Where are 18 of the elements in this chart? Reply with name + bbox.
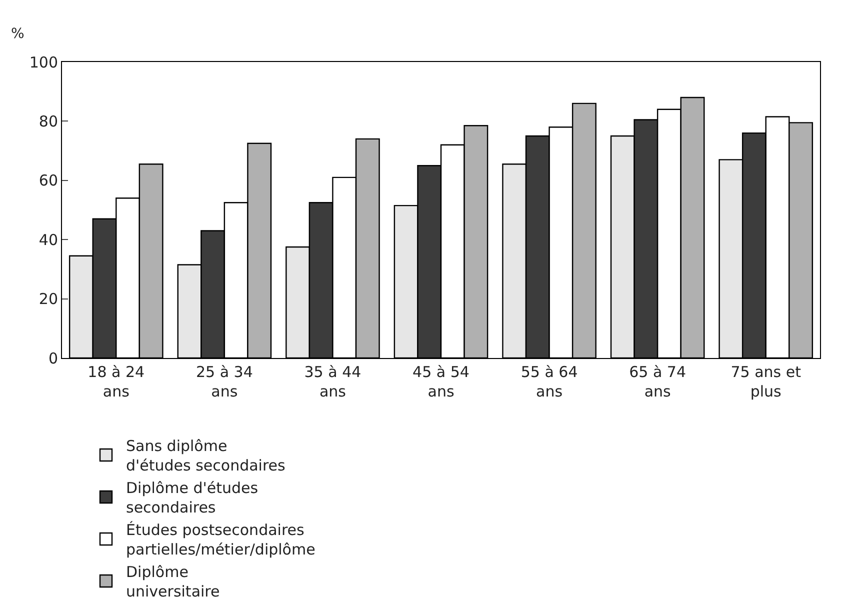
- y-tick-label: 20: [38, 290, 58, 308]
- legend-label: Diplôme universitaire: [126, 563, 220, 601]
- y-tick-label: 100: [29, 53, 58, 72]
- y-tick-label: 0: [48, 349, 58, 368]
- x-tick-label: 18 à 24 ans: [88, 363, 145, 400]
- y-tick-label: 60: [38, 172, 58, 190]
- y-tick-label: 80: [38, 112, 58, 130]
- x-tick-label: 35 à 44 ans: [304, 363, 362, 400]
- legend-label: Sans diplôme d'études secondaires: [126, 437, 286, 475]
- legend-label: Études postsecondaires partielles/métier/diplôme: [126, 521, 316, 559]
- x-tick-label: 45 à 54 ans: [412, 363, 470, 400]
- y-tick-label: 40: [38, 230, 58, 249]
- y-axis-title: %: [11, 26, 24, 42]
- x-tick-label: 75 ans et plus: [730, 363, 802, 400]
- x-tick-label: 25 à 34 ans: [196, 363, 253, 400]
- x-tick-label: 55 à 64 ans: [520, 363, 578, 400]
- x-tick-label: 65 à 74 ans: [629, 363, 686, 400]
- legend-label: Diplôme d'études secondaires: [126, 479, 258, 517]
